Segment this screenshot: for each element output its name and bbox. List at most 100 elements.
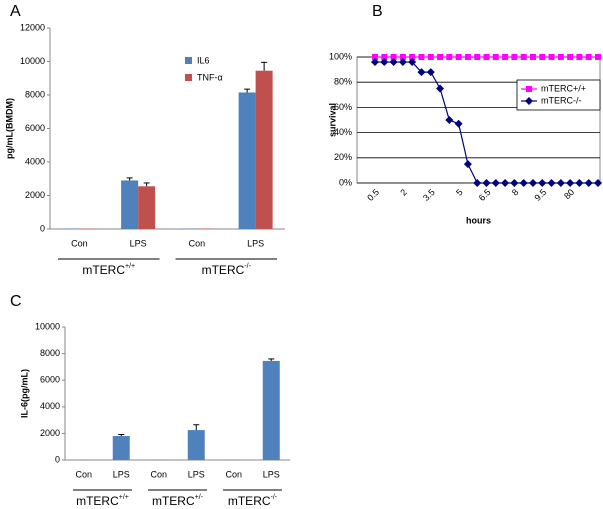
x-tick-label: 3.5 <box>421 187 437 203</box>
point <box>575 179 584 187</box>
group-label: mTERC+/+ <box>76 494 129 508</box>
x-tick-label: 6.5 <box>477 187 493 203</box>
bar <box>238 92 256 229</box>
y-tick-label: 6000 <box>40 375 60 385</box>
point <box>436 84 445 93</box>
x-tick-label: 8 <box>510 187 521 198</box>
bar <box>255 70 273 230</box>
point <box>547 179 556 187</box>
point <box>538 179 547 187</box>
legend-label: TNF-α <box>197 72 223 82</box>
point <box>446 54 453 60</box>
point <box>492 54 499 60</box>
panel-label: B <box>372 3 383 20</box>
point <box>455 54 462 60</box>
x-tick-label: Con <box>150 469 167 479</box>
group-label-base: mTERC <box>82 263 125 277</box>
point <box>576 54 583 60</box>
point <box>437 54 444 60</box>
y-tick-label: 10000 <box>20 56 45 66</box>
y-tick-label: 4000 <box>25 156 45 166</box>
point <box>389 58 398 67</box>
point <box>501 179 510 187</box>
group-label-superscript: +/+ <box>119 494 129 501</box>
group-label: mTERC+/- <box>152 494 204 508</box>
plot-area <box>356 56 601 184</box>
legend-label: mTERC+/+ <box>541 83 586 93</box>
point <box>511 54 518 60</box>
x-tick-label: LPS <box>188 469 205 479</box>
point <box>473 179 482 187</box>
group-label: mTERC-/- <box>228 494 278 508</box>
point <box>417 68 426 77</box>
point <box>372 54 378 60</box>
group-label-superscript: +/+ <box>125 263 135 270</box>
point <box>426 68 435 77</box>
point <box>390 54 397 60</box>
point <box>567 54 574 60</box>
y-tick-label: 0% <box>339 177 352 187</box>
point <box>510 179 519 187</box>
legend-box <box>516 79 601 111</box>
y-tick-label: 20% <box>334 152 352 162</box>
point <box>585 54 592 60</box>
y-tick-label: 2000 <box>25 190 45 200</box>
y-tick-label: 10000 <box>35 321 60 331</box>
point <box>539 54 546 60</box>
point <box>463 160 472 169</box>
y-tick-label: 100% <box>329 51 352 61</box>
y-tick-label: 40% <box>334 127 352 137</box>
y-tick-label: 2000 <box>40 428 60 438</box>
point <box>584 179 593 187</box>
point <box>595 54 601 60</box>
point <box>557 54 564 60</box>
point <box>409 54 416 60</box>
point <box>528 179 537 187</box>
point <box>483 54 490 60</box>
group-label: mTERC+/+ <box>82 263 135 277</box>
bar <box>121 180 139 229</box>
point <box>529 54 536 60</box>
x-tick-label: 2 <box>398 187 409 198</box>
group-label-superscript: +/- <box>195 494 204 501</box>
point <box>594 179 602 187</box>
group-label-base: mTERC <box>228 494 271 508</box>
y-tick-label: 80% <box>334 77 352 87</box>
x-tick-label: Con <box>75 469 92 479</box>
y-tick-label: 8000 <box>40 348 60 358</box>
x-tick-label: Con <box>71 238 88 248</box>
point <box>464 54 471 60</box>
y-axis-label: survival <box>327 103 337 137</box>
bar <box>262 360 280 460</box>
y-tick-label: 12000 <box>20 22 45 32</box>
y-axis-label: IL-6(pg/mL) <box>19 369 29 418</box>
panel-label: A <box>10 3 21 20</box>
point <box>520 54 527 60</box>
point <box>427 54 434 60</box>
y-tick-label: 4000 <box>40 401 60 411</box>
group-label-base: mTERC <box>152 494 195 508</box>
group-label-base: mTERC <box>76 494 119 508</box>
point <box>548 54 555 60</box>
point <box>519 179 528 187</box>
panel-label: C <box>10 293 22 310</box>
legend-label: IL6 <box>197 55 210 65</box>
y-tick-label: 0 <box>40 223 45 233</box>
point <box>418 54 425 60</box>
point <box>399 54 406 60</box>
point <box>454 119 463 128</box>
x-axis-label: hours <box>466 215 491 225</box>
x-tick-label: 80 <box>562 187 576 201</box>
point <box>556 179 565 187</box>
legend-swatch <box>185 74 192 81</box>
x-tick-label: LPS <box>263 469 280 479</box>
group-label-superscript: -/- <box>244 263 251 270</box>
y-tick-label: 60% <box>334 102 352 112</box>
point <box>408 58 417 67</box>
point <box>502 54 509 60</box>
legend-label: mTERC-/- <box>541 95 582 105</box>
x-tick-label: Con <box>189 238 206 248</box>
point <box>566 179 575 187</box>
point <box>482 179 491 187</box>
bar <box>112 436 130 460</box>
